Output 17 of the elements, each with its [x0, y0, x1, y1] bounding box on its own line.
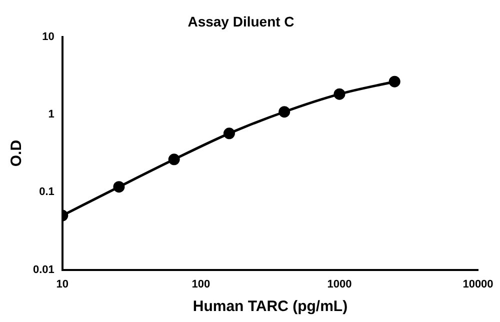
point: [334, 88, 346, 100]
x-tick-label: 10: [56, 278, 69, 290]
point: [223, 128, 235, 140]
point: [168, 154, 180, 166]
y-axis-title: O.D: [8, 140, 26, 167]
y-tick-label: 1: [48, 108, 54, 120]
chart-title: Assay Diluent C: [188, 13, 294, 30]
y-tick-label: 10: [42, 30, 54, 43]
y-tick-label: 0.1: [39, 186, 54, 198]
point: [278, 106, 290, 118]
x-tick-label: 1000: [327, 278, 352, 290]
point: [113, 181, 125, 193]
x-tick-label: 10000: [462, 278, 494, 290]
point: [388, 76, 400, 88]
x-axis-title: Human TARC (pg/mL): [192, 298, 348, 316]
x-tick-label: 100: [192, 278, 210, 290]
y-tick-label: 0.01: [32, 264, 54, 276]
